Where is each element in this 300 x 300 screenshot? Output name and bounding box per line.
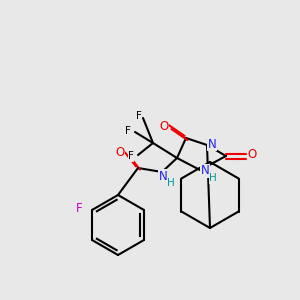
Text: O: O	[248, 148, 256, 161]
Text: N: N	[159, 169, 167, 182]
Text: N: N	[208, 137, 216, 151]
Text: N: N	[201, 164, 209, 178]
Text: O: O	[116, 146, 124, 158]
Text: H: H	[167, 178, 175, 188]
Text: H: H	[209, 173, 217, 183]
Text: O: O	[159, 119, 169, 133]
Text: F: F	[136, 111, 142, 121]
Text: F: F	[76, 202, 82, 215]
Text: F: F	[125, 126, 131, 136]
Text: F: F	[128, 151, 134, 161]
